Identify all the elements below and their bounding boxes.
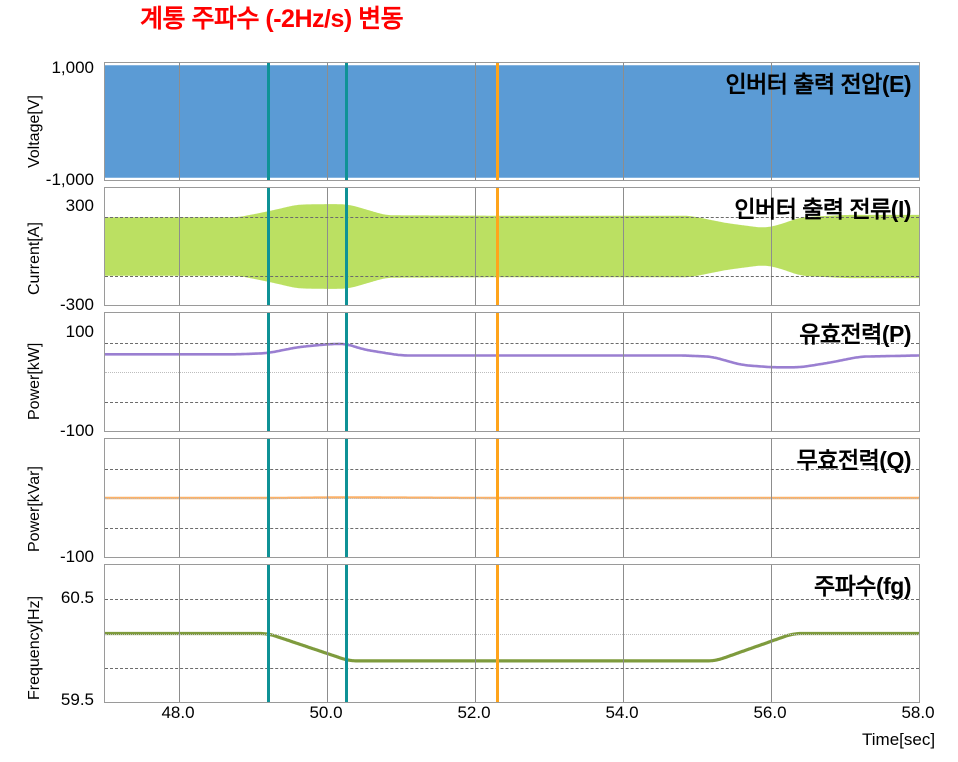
ytick-frequency-bottom: 59.5 [60, 690, 94, 709]
ytick-power-q-bottom: -100 [59, 547, 94, 566]
cursor-marker-3[interactable] [496, 188, 500, 305]
cursor-marker-1[interactable] [266, 313, 270, 431]
panel-active-power-annotation: 유효전력(P) [799, 321, 911, 347]
ytick-voltage-top: 1,000 [51, 58, 94, 77]
cursor-marker-1[interactable] [266, 63, 270, 180]
panel-frequency-annotation: 주파수(fg) [813, 573, 912, 599]
yaxis-title-frequency: Frequency[Hz] [26, 595, 43, 700]
current-waveform [105, 204, 919, 289]
xaxis-title: Time[sec] [862, 730, 936, 749]
panel-current: 인버터 출력 전류(I) [104, 187, 920, 306]
cursor-marker-2[interactable] [344, 565, 348, 702]
xtick-54-0: 54.0 [605, 703, 639, 722]
panel-active-power: 유효전력(P) [104, 312, 920, 432]
cursor-marker-3[interactable] [496, 63, 500, 180]
cursor-marker-3[interactable] [496, 313, 500, 431]
cursor-marker-2[interactable] [344, 313, 348, 431]
panel-voltage: 인버터 출력 전압(E) [104, 62, 920, 181]
cursor-marker-3[interactable] [496, 565, 500, 702]
cursor-marker-1[interactable] [266, 439, 270, 557]
ytick-power-p-bottom: -100 [59, 421, 94, 440]
x-axis: 48.0 50.0 52.0 54.0 56.0 58.0 [104, 703, 934, 729]
cursor-marker-1[interactable] [266, 565, 270, 702]
panel-frequency: 주파수(fg) [104, 564, 920, 703]
yaxis-title-power-q: Power[kVar] [26, 466, 43, 552]
voltage-waveform [105, 65, 919, 178]
yaxis-title-current: Current[A] [26, 222, 43, 295]
cursor-marker-2[interactable] [344, 188, 348, 305]
xtick-50-0: 50.0 [309, 703, 343, 722]
xtick-48-0: 48.0 [161, 703, 195, 722]
cursor-marker-2[interactable] [344, 439, 348, 557]
page-title: 계통 주파수 (-2Hz/s) 변동 [140, 5, 404, 33]
panel-current-annotation: 인버터 출력 전류(I) [734, 196, 911, 222]
frequency-trace [105, 631, 919, 663]
panel-reactive-power-annotation: 무효전력(Q) [796, 447, 912, 473]
active-power-trace [105, 342, 919, 369]
cursor-marker-3[interactable] [496, 439, 500, 557]
yaxis-title-voltage: Voltage[V] [26, 95, 43, 168]
panel-voltage-annotation: 인버터 출력 전압(E) [725, 71, 911, 97]
ytick-current-top: 300 [65, 196, 94, 215]
ytick-voltage-bottom: -1,000 [45, 170, 94, 189]
yaxis-title-power-p: Power[kW] [26, 342, 43, 420]
cursor-marker-1[interactable] [266, 188, 270, 305]
xtick-56-0: 56.0 [753, 703, 787, 722]
ytick-power-p-top: 100 [65, 322, 94, 341]
xtick-58-0: 58.0 [901, 703, 935, 722]
cursor-marker-2[interactable] [344, 63, 348, 180]
ytick-current-bottom: -300 [59, 295, 94, 314]
panel-reactive-power: 무효전력(Q) [104, 438, 920, 558]
ytick-frequency-top: 60.5 [60, 588, 94, 607]
xtick-52-0: 52.0 [457, 703, 491, 722]
